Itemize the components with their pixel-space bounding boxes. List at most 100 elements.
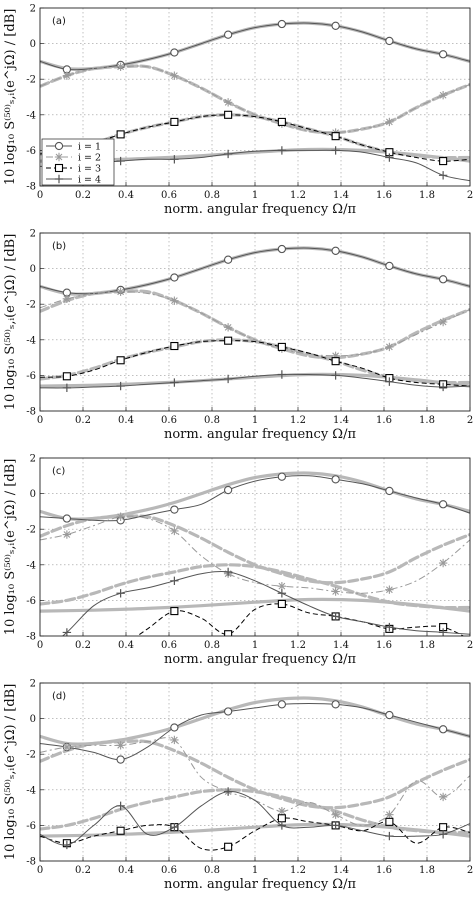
- y-tick-label: -4: [26, 110, 36, 121]
- series-marker-2: [62, 530, 72, 539]
- series-marker-4: [170, 378, 179, 387]
- y-tick-label: -8: [26, 407, 36, 418]
- series-marker-3: [277, 599, 286, 609]
- y-tick-label: 0: [30, 39, 36, 50]
- series-marker-3: [116, 356, 125, 365]
- series-marker-4: [116, 156, 125, 166]
- x-axis-label: norm. angular frequency Ω/π: [164, 652, 356, 667]
- plot-frame: [39, 232, 471, 412]
- series-marker-3: [439, 157, 448, 166]
- x-tick-label: 2: [467, 190, 473, 201]
- reference-curve-2: [40, 514, 470, 585]
- series-marker-3: [277, 814, 286, 823]
- y-axis-label: 10 log₁₀ S⁽⁵⁰⁾ₛ,ᵢ(e^jΩ) / [dB]: [3, 9, 18, 186]
- panel-3: 0 0.2 0.4 0.6 0.8 1 1.2 1.4 1.6 1.8 2 -8 -6 -4 -2 0 2 (c)…: [3, 454, 473, 668]
- series-marker-3: [224, 630, 233, 636]
- series-marker-4: [277, 146, 287, 155]
- x-tick-label: 0.8: [204, 640, 220, 651]
- x-tick-label: 0.6: [161, 640, 177, 651]
- series-marker-2: [277, 581, 287, 591]
- x-tick-label: 0.2: [75, 640, 91, 651]
- x-tick-label: 1: [252, 190, 258, 201]
- series-marker-1: [331, 21, 340, 30]
- series-marker-4: [331, 146, 340, 155]
- series-marker-3: [277, 342, 286, 351]
- reference-curve-4: [40, 597, 470, 613]
- x-tick-label: 2: [467, 640, 473, 651]
- series-marker-4: [62, 840, 72, 850]
- series-marker-1: [223, 707, 233, 716]
- series-marker-2: [331, 587, 340, 596]
- series-marker-2: [116, 741, 125, 750]
- series-marker-1: [277, 19, 287, 29]
- series-line-2: [40, 515, 470, 594]
- series-marker-2: [277, 806, 287, 816]
- series-marker-4: [331, 371, 340, 380]
- series-marker-2: [62, 294, 72, 304]
- series-marker-1: [170, 505, 179, 514]
- series-marker-3: [331, 357, 340, 366]
- series-marker-4: [331, 612, 340, 621]
- series-marker-1: [438, 500, 448, 509]
- series-marker-1: [170, 723, 179, 732]
- x-tick-label: 1.6: [376, 865, 392, 876]
- series-marker-3: [116, 130, 125, 139]
- series-marker-3: [170, 607, 179, 616]
- plot-area: [40, 696, 470, 851]
- y-tick-label: 2: [30, 454, 36, 465]
- y-axis-label: 10 log₁₀ S⁽⁵⁰⁾ₛ,ᵢ(e^jΩ) / [dB]: [3, 684, 18, 861]
- reference-curve-4: [40, 372, 470, 388]
- y-tick-label: 0: [30, 264, 36, 275]
- y-tick-label: 2: [30, 4, 36, 15]
- y-tick-label: -6: [26, 821, 36, 832]
- series-marker-4: [277, 370, 287, 379]
- series-marker-4: [223, 149, 233, 159]
- reference-curve-1: [40, 696, 470, 746]
- legend-entry: i = 1: [78, 141, 101, 152]
- panel-label: (d): [52, 691, 66, 702]
- series-marker-1: [277, 700, 287, 709]
- series-marker-4: [385, 377, 394, 386]
- legend-marker: [54, 141, 64, 151]
- x-tick-label: 2: [467, 865, 473, 876]
- series-marker-2: [223, 323, 233, 332]
- series-marker-2: [116, 512, 125, 521]
- series-marker-2: [116, 287, 125, 296]
- panel-4: 0 0.2 0.4 0.6 0.8 1 1.2 1.4 1.6 1.8 2 -8 -6 -4 -2 0 2 (d)…: [3, 679, 473, 893]
- series-line-1: [40, 475, 470, 522]
- y-tick-label: -8: [26, 182, 36, 193]
- x-tick-label: 1.8: [419, 415, 435, 426]
- plot-frame: [39, 682, 471, 862]
- series-marker-3: [224, 110, 233, 119]
- series-marker-2: [385, 585, 394, 594]
- x-tick-label: 1.4: [333, 190, 349, 201]
- series-marker-3: [224, 842, 233, 851]
- y-tick-label: -6: [26, 371, 36, 382]
- series-marker-4: [277, 821, 287, 830]
- y-tick-label: -2: [26, 300, 36, 311]
- x-axis-label: norm. angular frequency Ω/π: [164, 877, 356, 892]
- series-marker-4: [170, 822, 179, 832]
- series-marker-1: [277, 244, 287, 254]
- series-line-3: [40, 340, 470, 387]
- x-tick-label: 0: [37, 190, 43, 201]
- series-marker-1: [385, 36, 394, 46]
- x-tick-label: 1.2: [290, 640, 306, 651]
- x-tick-label: 0.6: [161, 190, 177, 201]
- x-tick-label: 1: [252, 415, 258, 426]
- y-tick-label: -8: [26, 632, 36, 643]
- series-marker-1: [438, 725, 448, 734]
- series-marker-2: [170, 735, 179, 745]
- series-marker-4: [223, 374, 233, 384]
- series-marker-4: [223, 567, 233, 577]
- y-tick-label: 0: [30, 489, 36, 500]
- series-marker-4: [62, 383, 72, 393]
- series-marker-1: [170, 273, 179, 282]
- series-marker-3: [170, 117, 179, 126]
- series-marker-2: [116, 62, 125, 71]
- series-marker-2: [331, 810, 340, 819]
- series-marker-3: [116, 826, 125, 835]
- series-marker-4: [116, 801, 125, 811]
- series-marker-1: [223, 255, 233, 264]
- y-tick-label: -4: [26, 785, 36, 796]
